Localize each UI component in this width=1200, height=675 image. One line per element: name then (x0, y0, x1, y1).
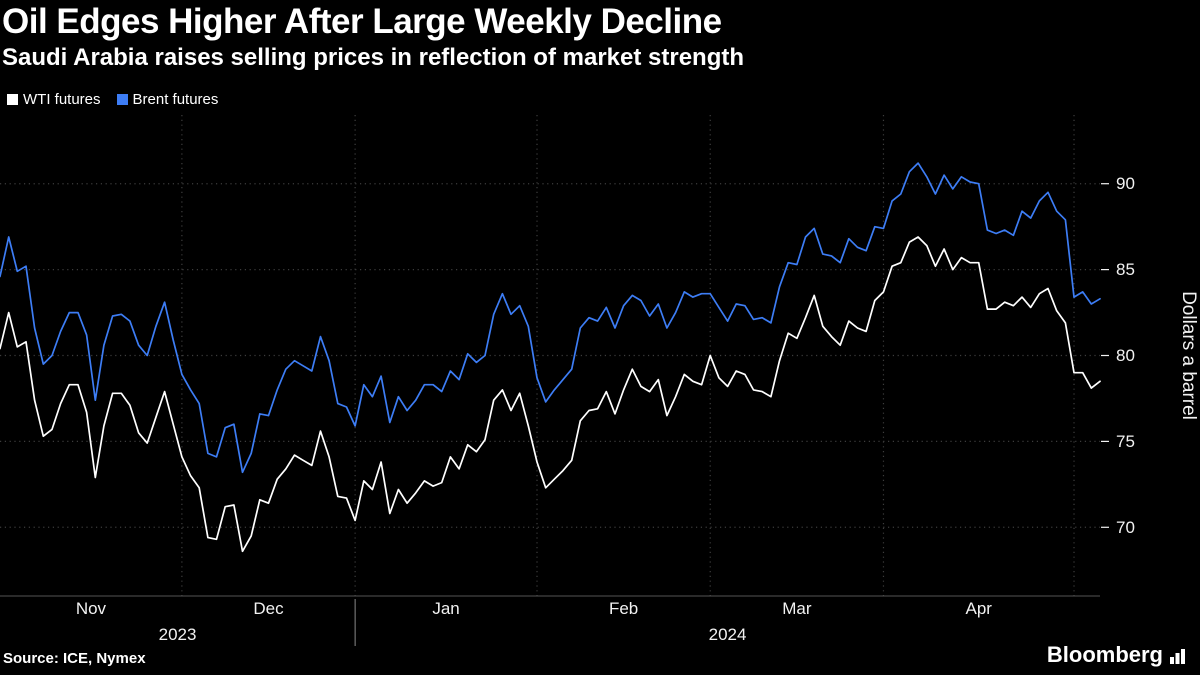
bloomberg-logo: Bloomberg (1047, 642, 1186, 668)
y-axis-label-70: 70 (1116, 518, 1135, 537)
bloomberg-chart-icon (1170, 648, 1185, 664)
x-axis-month-Nov: Nov (76, 599, 107, 618)
legend-label-brent: Brent futures (132, 91, 219, 108)
y-axis-label-75: 75 (1116, 432, 1135, 451)
x-axis-month-Apr: Apr (966, 599, 993, 618)
x-axis-year-2023: 2023 (159, 625, 197, 644)
series-line-wti (0, 236, 1101, 553)
page-subtitle: Saudi Arabia raises selling prices in re… (2, 44, 745, 71)
x-axis-year-2024: 2024 (709, 625, 747, 644)
legend-item-wti: WTI futures (7, 91, 101, 108)
wti-swatch-icon (7, 94, 18, 105)
bloomberg-wordmark: Bloomberg (1046, 642, 1163, 667)
series-line-brent (0, 162, 1101, 474)
x-axis-month-Dec: Dec (253, 599, 284, 618)
y-axis-label-85: 85 (1116, 260, 1135, 279)
x-axis-month-Feb: Feb (609, 599, 638, 618)
y-axis-label-80: 80 (1116, 346, 1135, 365)
chart-legend: WTI futures Brent futures (7, 91, 218, 108)
source-note: Source: ICE, Nymex (3, 650, 146, 667)
y-axis-label-90: 90 (1116, 174, 1135, 193)
page-title: Oil Edges Higher After Large Weekly Decl… (2, 2, 722, 41)
y-axis-title: Dollars a barrel (1178, 291, 1199, 420)
legend-item-brent: Brent futures (116, 91, 219, 108)
brent-swatch-icon (116, 94, 128, 105)
legend-label-wti: WTI futures (23, 91, 101, 108)
x-axis-month-Jan: Jan (432, 599, 459, 618)
x-axis-month-Mar: Mar (782, 599, 812, 618)
